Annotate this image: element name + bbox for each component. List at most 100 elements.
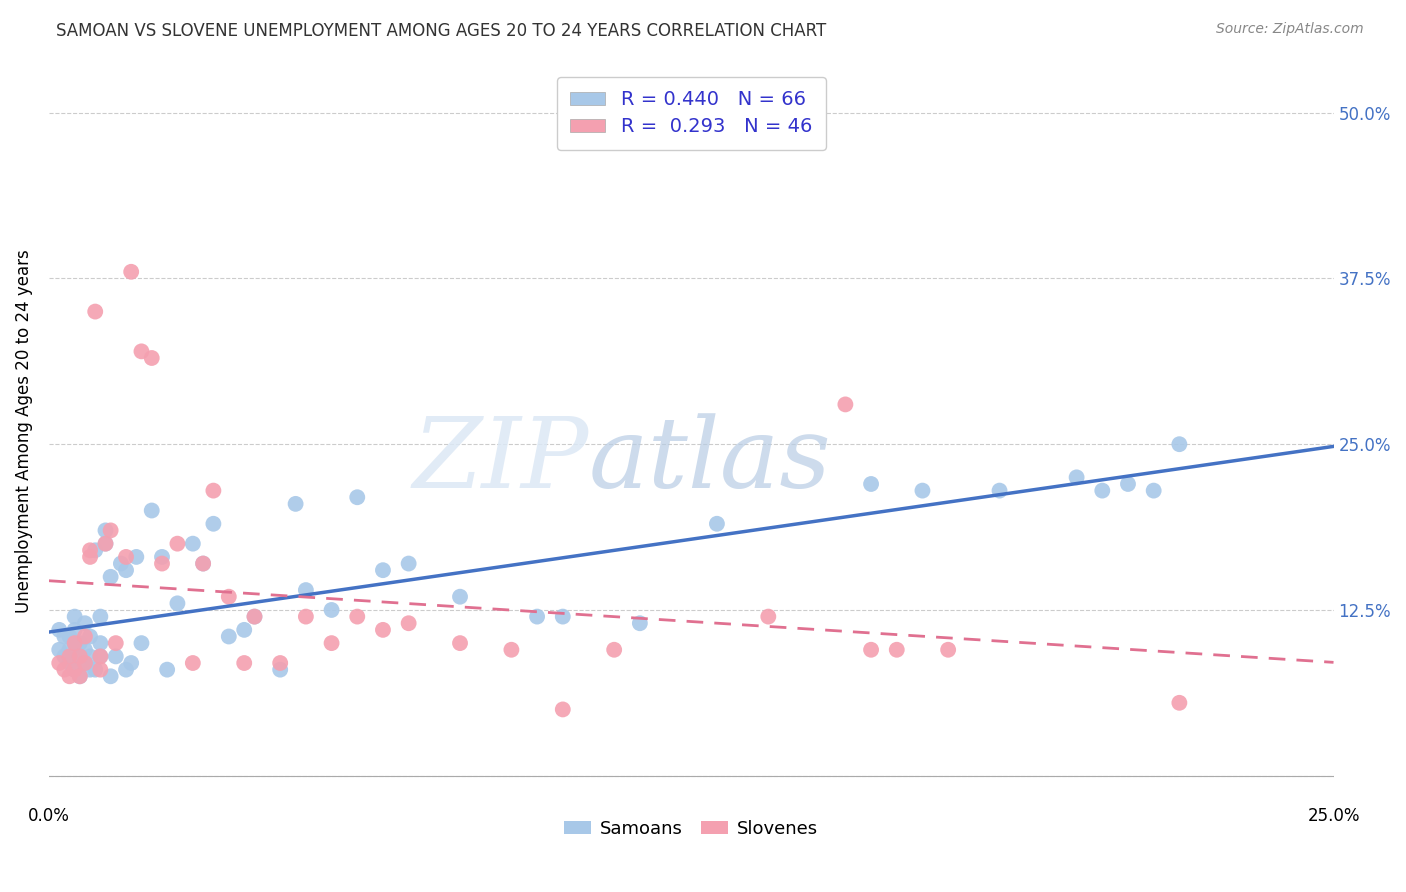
Point (100, 570, 122, 584)
Point (104, 636, 127, 650)
Point (89, 609, 111, 624)
Point (150, 557, 173, 571)
Point (131, 344, 153, 359)
Point (48, 623, 70, 637)
Point (63, 636, 86, 650)
Point (84, 543, 107, 558)
Point (69, 669, 91, 683)
Point (398, 616, 420, 631)
Point (191, 557, 214, 571)
Point (218, 590, 240, 604)
Point (860, 477, 883, 491)
Point (1091, 483, 1114, 498)
Point (346, 490, 368, 504)
Point (551, 609, 574, 624)
Point (628, 616, 651, 631)
Point (73, 616, 96, 631)
Point (1143, 483, 1166, 498)
Text: atlas: atlas (589, 413, 831, 508)
Point (63, 663, 86, 677)
Point (181, 536, 204, 550)
Point (603, 642, 626, 657)
Point (321, 603, 343, 617)
Point (115, 663, 138, 677)
Point (988, 483, 1011, 498)
Point (48, 642, 70, 657)
Point (63, 609, 86, 624)
Point (58, 630, 80, 644)
Point (58, 656, 80, 670)
Point (120, 265, 142, 279)
Point (58, 642, 80, 657)
Point (706, 516, 728, 531)
Point (936, 642, 959, 657)
Point (73, 642, 96, 657)
Point (233, 623, 256, 637)
Point (110, 557, 132, 571)
Point (398, 557, 420, 571)
Point (156, 663, 179, 677)
Point (166, 596, 188, 610)
Point (886, 642, 908, 657)
Point (48, 656, 70, 670)
Point (69, 649, 91, 664)
Point (94, 536, 117, 550)
Point (295, 609, 318, 624)
Point (321, 636, 343, 650)
Point (100, 524, 122, 538)
Point (202, 516, 225, 531)
Point (141, 503, 163, 517)
Point (58, 669, 80, 683)
Point (120, 656, 142, 670)
Point (501, 642, 523, 657)
Point (371, 563, 394, 577)
Point (449, 636, 471, 650)
Point (53, 663, 76, 677)
Point (295, 583, 318, 598)
Point (79, 663, 101, 677)
Legend: Samoans, Slovenes: Samoans, Slovenes (557, 813, 825, 846)
Text: SAMOAN VS SLOVENE UNEMPLOYMENT AMONG AGES 20 TO 24 YEARS CORRELATION CHART: SAMOAN VS SLOVENE UNEMPLOYMENT AMONG AGE… (56, 22, 827, 40)
Point (860, 642, 883, 657)
Point (243, 609, 266, 624)
Point (53, 630, 76, 644)
Point (181, 656, 204, 670)
Point (150, 549, 173, 564)
Point (63, 636, 86, 650)
Point (53, 649, 76, 664)
Point (84, 304, 107, 318)
Point (233, 656, 256, 670)
Point (89, 663, 111, 677)
Point (69, 649, 91, 664)
Point (166, 536, 188, 550)
Point (202, 483, 225, 498)
Point (115, 549, 138, 564)
Point (73, 656, 96, 670)
Point (141, 351, 163, 365)
Point (94, 524, 117, 538)
Point (84, 663, 107, 677)
Point (73, 630, 96, 644)
Point (79, 543, 101, 558)
Point (58, 649, 80, 664)
Point (125, 549, 148, 564)
Point (218, 630, 240, 644)
Point (69, 636, 91, 650)
Point (911, 483, 934, 498)
Point (131, 636, 153, 650)
Point (89, 649, 111, 664)
Point (1168, 696, 1191, 710)
Text: ZIP: ZIP (412, 413, 589, 508)
Point (526, 609, 548, 624)
Point (551, 702, 574, 716)
Point (346, 609, 368, 624)
Point (269, 656, 291, 670)
Point (115, 563, 138, 577)
Point (73, 656, 96, 670)
Point (449, 590, 471, 604)
Point (756, 609, 779, 624)
Point (89, 649, 111, 664)
Point (79, 649, 101, 664)
Point (63, 663, 86, 677)
Point (104, 649, 127, 664)
